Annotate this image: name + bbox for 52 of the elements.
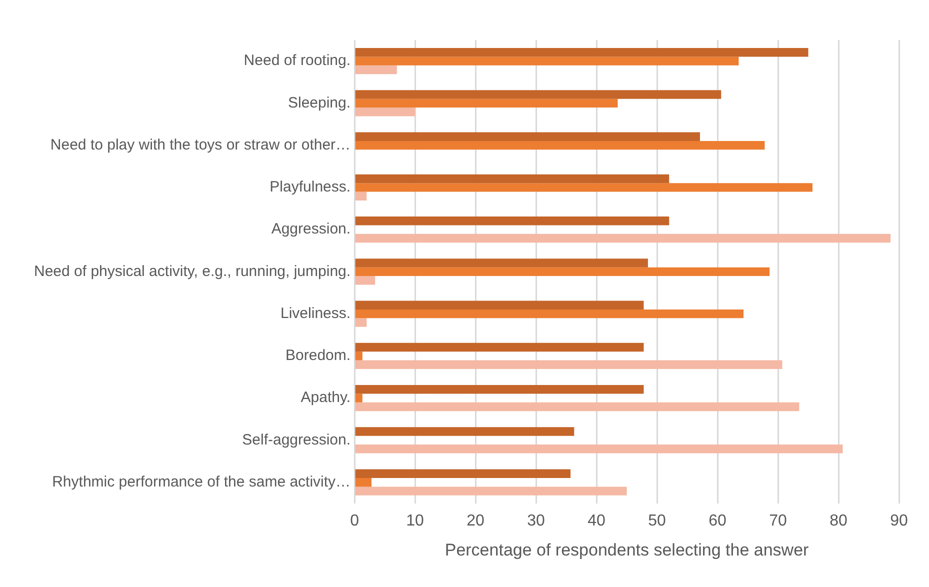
y-tick-label: Liveliness. (280, 304, 351, 322)
y-tick-label: Self-aggression. (242, 431, 351, 448)
bar (355, 444, 843, 454)
x-tick-label: 90 (890, 512, 908, 530)
y-tick-label: Aggression. (271, 220, 351, 238)
bar (355, 394, 362, 402)
bar (355, 174, 670, 184)
x-tick-label: 0 (350, 512, 360, 530)
bar (355, 140, 765, 150)
bar (355, 216, 670, 226)
bar (355, 318, 367, 327)
x-axis-title: Percentage of respondents selecting the answer (444, 540, 810, 560)
x-tick-label: 50 (648, 512, 666, 530)
bar (355, 427, 574, 436)
bar (355, 258, 648, 268)
bar (355, 183, 812, 192)
bar (355, 300, 644, 310)
bar (355, 402, 800, 412)
bar (355, 132, 700, 141)
bar (355, 90, 722, 99)
x-tick-label: 40 (588, 512, 606, 530)
bar (355, 276, 376, 285)
y-tick-label: Boredom. (286, 347, 351, 364)
bar (355, 352, 362, 360)
bar (355, 98, 618, 108)
bar (355, 56, 739, 66)
y-tick-label: Need to play with the toys or straw or other… (50, 136, 351, 154)
bar (355, 267, 770, 276)
bar (355, 486, 627, 496)
x-tick-label: 60 (708, 512, 727, 530)
x-tick-label: 20 (466, 512, 485, 530)
bar (355, 192, 367, 201)
bar (355, 478, 372, 487)
bar (355, 469, 571, 478)
y-tick-label: Playfulness. (270, 178, 351, 196)
bar (355, 65, 397, 74)
bar (355, 360, 782, 370)
bar (355, 48, 808, 57)
bar (355, 385, 644, 394)
x-tick-label: 30 (527, 512, 546, 530)
x-tick-label: 10 (406, 512, 424, 530)
bar (355, 108, 416, 116)
x-tick-label: 80 (830, 512, 848, 530)
bar (355, 234, 891, 243)
y-tick-label: Apathy. (300, 389, 351, 406)
bar (355, 309, 744, 318)
y-tick-label: Need of rooting. (244, 52, 351, 70)
x-tick-label: 70 (769, 512, 788, 530)
y-tick-label: Sleeping. (288, 94, 351, 112)
y-tick-label: Rhythmic performance of the same activity… (52, 473, 351, 490)
bar (355, 342, 644, 352)
y-tick-label: Need of physical activity, e.g., running, jumping. (34, 262, 351, 280)
